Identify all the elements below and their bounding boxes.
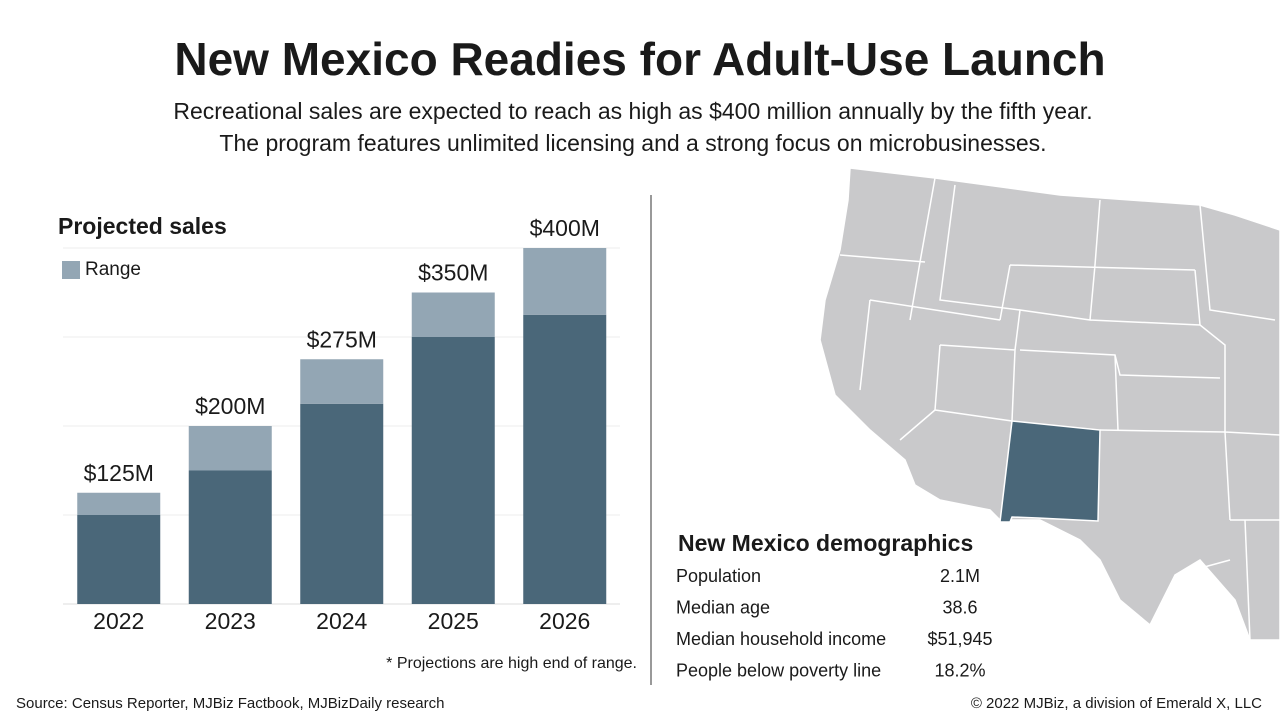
x-tick-label: 2023 xyxy=(205,608,256,634)
chart-title: Projected sales xyxy=(58,213,227,239)
demographic-value: 38.6 xyxy=(942,597,977,617)
bar-segment xyxy=(411,337,495,604)
data-label: $275M xyxy=(307,326,377,352)
legend-label: Range xyxy=(85,259,141,280)
data-label: $400M xyxy=(530,215,600,241)
x-tick-label: 2022 xyxy=(93,608,144,634)
new-mexico xyxy=(999,420,1101,523)
title: New Mexico Readies for Adult-Use Launch xyxy=(174,33,1105,85)
bar-segment xyxy=(300,403,384,604)
us-west-region xyxy=(819,167,1280,641)
demographic-value: $51,945 xyxy=(927,629,992,649)
legend-swatch xyxy=(62,261,80,279)
data-label: $350M xyxy=(418,260,488,286)
data-label: $125M xyxy=(84,460,154,486)
us-map xyxy=(819,167,1280,641)
x-tick-label: 2026 xyxy=(539,608,590,634)
demographic-value: 18.2% xyxy=(934,660,985,680)
bar-segment xyxy=(188,426,272,471)
note: * Projections are high end of range. xyxy=(386,655,637,672)
bar-segment xyxy=(411,292,495,337)
bar-segment xyxy=(523,248,607,315)
state-borders xyxy=(839,177,1280,641)
bar-segment xyxy=(300,359,384,404)
demographic-label: Median age xyxy=(676,597,770,617)
subtitle: The program features unlimited licensing… xyxy=(219,130,1046,156)
demographic-value: 2.1M xyxy=(940,566,980,586)
data-label: $200M xyxy=(195,393,265,419)
subtitle: Recreational sales are expected to reach… xyxy=(173,98,1092,124)
bar-segment xyxy=(77,492,161,515)
demographic-label: People below poverty line xyxy=(676,660,881,680)
bar-segment xyxy=(523,314,607,604)
demographic-label: Median household income xyxy=(676,629,886,649)
bar-segment xyxy=(188,470,272,604)
bar-segment xyxy=(77,515,161,604)
demographic-label: Population xyxy=(676,566,761,586)
x-tick-label: 2024 xyxy=(316,608,367,634)
x-tick-label: 2025 xyxy=(428,608,479,634)
copyright: © 2022 MJBiz, a division of Emerald X, L… xyxy=(971,695,1262,712)
demographics-title: New Mexico demographics xyxy=(678,530,973,556)
source: Source: Census Reporter, MJBiz Factbook,… xyxy=(16,695,445,712)
